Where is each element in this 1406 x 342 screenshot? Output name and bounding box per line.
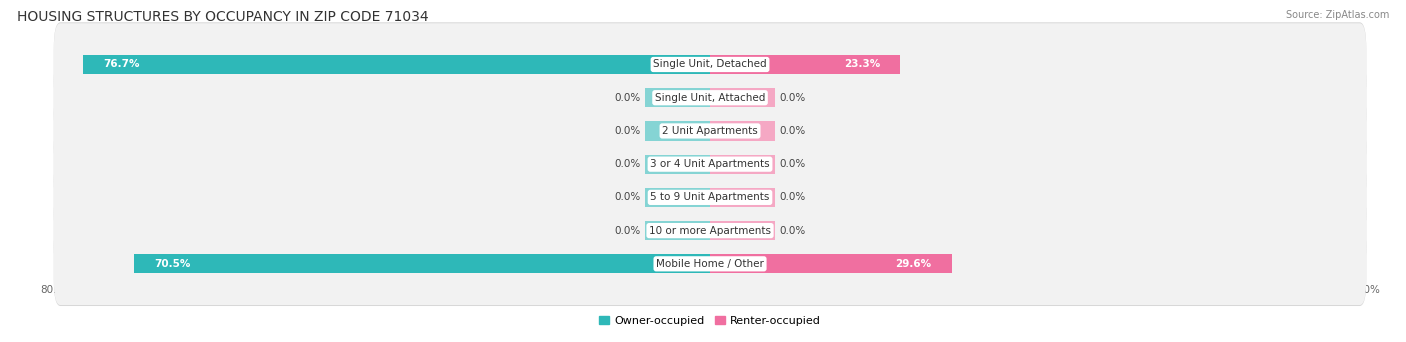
Text: 0.0%: 0.0% (614, 193, 641, 202)
Text: Mobile Home / Other: Mobile Home / Other (657, 259, 763, 269)
Text: Single Unit, Detached: Single Unit, Detached (654, 60, 766, 69)
Text: 0.0%: 0.0% (614, 126, 641, 136)
Bar (710, 121, 776, 141)
Text: 0.0%: 0.0% (614, 93, 641, 103)
FancyBboxPatch shape (53, 188, 1367, 273)
Text: 0.0%: 0.0% (779, 159, 806, 169)
Text: 76.7%: 76.7% (104, 60, 141, 69)
Bar (644, 155, 710, 174)
FancyBboxPatch shape (53, 90, 1367, 172)
Bar (710, 55, 900, 74)
FancyBboxPatch shape (53, 89, 1367, 173)
Bar (710, 155, 776, 174)
Text: 0.0%: 0.0% (779, 226, 806, 236)
Bar (83, 55, 710, 74)
FancyBboxPatch shape (53, 56, 1367, 139)
Bar (134, 254, 710, 274)
FancyBboxPatch shape (53, 156, 1367, 239)
Text: 29.6%: 29.6% (896, 259, 932, 269)
Bar (644, 121, 710, 141)
Text: 3 or 4 Unit Apartments: 3 or 4 Unit Apartments (650, 159, 770, 169)
Bar (644, 188, 710, 207)
FancyBboxPatch shape (53, 123, 1367, 205)
Bar (710, 188, 776, 207)
Bar (644, 221, 710, 240)
Text: 0.0%: 0.0% (779, 93, 806, 103)
Bar (710, 221, 776, 240)
FancyBboxPatch shape (53, 22, 1367, 107)
FancyBboxPatch shape (53, 23, 1367, 106)
FancyBboxPatch shape (53, 55, 1367, 140)
Bar (710, 254, 952, 274)
Text: Source: ZipAtlas.com: Source: ZipAtlas.com (1285, 10, 1389, 20)
Bar (710, 88, 776, 107)
FancyBboxPatch shape (53, 122, 1367, 206)
Text: 70.5%: 70.5% (155, 259, 191, 269)
Text: 0.0%: 0.0% (614, 159, 641, 169)
FancyBboxPatch shape (53, 155, 1367, 240)
FancyBboxPatch shape (53, 223, 1367, 305)
Text: HOUSING STRUCTURES BY OCCUPANCY IN ZIP CODE 71034: HOUSING STRUCTURES BY OCCUPANCY IN ZIP C… (17, 10, 429, 24)
Text: 23.3%: 23.3% (844, 60, 880, 69)
Text: Single Unit, Attached: Single Unit, Attached (655, 93, 765, 103)
Bar (644, 88, 710, 107)
Text: 2 Unit Apartments: 2 Unit Apartments (662, 126, 758, 136)
FancyBboxPatch shape (53, 189, 1367, 272)
Text: 0.0%: 0.0% (779, 126, 806, 136)
FancyBboxPatch shape (53, 222, 1367, 306)
Text: 0.0%: 0.0% (779, 193, 806, 202)
Text: 10 or more Apartments: 10 or more Apartments (650, 226, 770, 236)
Text: 5 to 9 Unit Apartments: 5 to 9 Unit Apartments (651, 193, 769, 202)
Legend: Owner-occupied, Renter-occupied: Owner-occupied, Renter-occupied (599, 316, 821, 326)
Text: 0.0%: 0.0% (614, 226, 641, 236)
